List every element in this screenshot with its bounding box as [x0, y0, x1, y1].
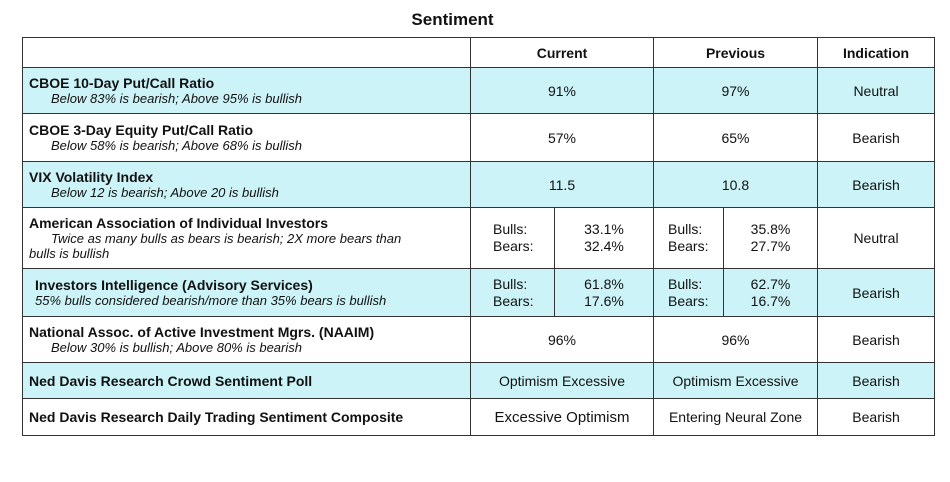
indicator-desc: Below 12 is bearish; Above 20 is bullish [51, 185, 279, 200]
indication-value: Bearish [817, 113, 936, 162]
bears-value: 16.7% [750, 292, 791, 309]
indicator-desc: Below 83% is bearish; Above 95% is bulli… [51, 91, 302, 106]
table-row: CBOE 3-Day Equity Put/Call Ratio Below 5… [22, 113, 936, 162]
table-row: CBOE 10-Day Put/Call Ratio Below 83% is … [22, 67, 936, 114]
previous-value: 97% [652, 67, 819, 114]
table-row: Ned Davis Research Daily Trading Sentime… [22, 398, 936, 436]
current-values: 61.8% 17.6% [554, 268, 654, 317]
header-previous: Previous [652, 37, 819, 68]
bulls-value: 62.7% [750, 275, 791, 292]
header-indication: Indication [817, 37, 936, 68]
bulls-value: 35.8% [750, 221, 791, 237]
indicator-desc: Twice as many bulls as bears is bearish;… [51, 231, 402, 246]
indicator-cell: American Association of Individual Inves… [22, 207, 471, 269]
indication-value: Neutral [817, 67, 936, 114]
indicator-label: National Assoc. of Active Investment Mgr… [29, 324, 375, 340]
indicator-cell: VIX Volatility Index Below 12 is bearish… [22, 161, 471, 208]
current-values: 33.1% 32.4% [554, 207, 654, 269]
indicator-desc-cont: bulls is bullish [29, 246, 110, 261]
bulls-value: 33.1% [584, 221, 624, 237]
indication-value: Neutral [817, 207, 936, 269]
table-row: National Assoc. of Active Investment Mgr… [22, 316, 936, 363]
header-indicator [22, 37, 471, 68]
table-row: Ned Davis Research Crowd Sentiment Poll … [22, 362, 936, 399]
previous-values: 62.7% 16.7% [722, 268, 819, 317]
indicator-label: Investors Intelligence (Advisory Service… [35, 277, 313, 293]
table-row: American Association of Individual Inves… [22, 207, 936, 269]
bears-label: Bears: [668, 238, 709, 254]
bulls-value: 61.8% [584, 275, 624, 292]
previous-labels: Bulls: Bears: [653, 207, 724, 269]
previous-value: 65% [652, 113, 819, 162]
indicator-label: VIX Volatility Index [29, 169, 154, 185]
bulls-label: Bulls: [668, 275, 703, 292]
current-value: Optimism Excessive [470, 362, 654, 399]
indicator-label: Ned Davis Research Crowd Sentiment Poll [29, 372, 313, 389]
table-row: Investors Intelligence (Advisory Service… [22, 268, 936, 317]
previous-value: 96% [652, 316, 819, 363]
current-value: 96% [470, 316, 654, 363]
bears-label: Bears: [493, 238, 534, 254]
current-value: 11.5 [470, 161, 654, 208]
indicator-desc: Below 58% is bearish; Above 68% is bulli… [51, 138, 302, 153]
bears-label: Bears: [668, 292, 709, 309]
current-labels: Bulls: Bears: [470, 268, 555, 317]
indication-value: Bearish [817, 398, 936, 436]
header-current: Current [470, 37, 654, 68]
current-value: 57% [470, 113, 654, 162]
current-value: Excessive Optimism [470, 398, 654, 436]
indicator-label: CBOE 10-Day Put/Call Ratio [29, 75, 215, 91]
bulls-label: Bulls: [493, 221, 528, 237]
indicator-cell: Investors Intelligence (Advisory Service… [22, 268, 471, 317]
bears-value: 27.7% [750, 238, 791, 254]
page-title: Sentiment [411, 10, 494, 29]
indicator-cell: CBOE 10-Day Put/Call Ratio Below 83% is … [22, 67, 471, 114]
indication-value: Bearish [817, 362, 936, 399]
previous-labels: Bulls: Bears: [653, 268, 724, 317]
indicator-label: CBOE 3-Day Equity Put/Call Ratio [29, 122, 254, 138]
bulls-label: Bulls: [493, 275, 528, 292]
indicator-desc: 55% bulls considered bearish/more than 3… [35, 293, 387, 308]
indicator-cell: CBOE 3-Day Equity Put/Call Ratio Below 5… [22, 113, 471, 162]
bulls-label: Bulls: [668, 221, 703, 237]
bears-label: Bears: [493, 292, 534, 309]
current-labels: Bulls: Bears: [470, 207, 555, 269]
indicator-cell: National Assoc. of Active Investment Mgr… [22, 316, 471, 363]
previous-value: 10.8 [652, 161, 819, 208]
indicator-cell: Ned Davis Research Crowd Sentiment Poll [22, 362, 471, 399]
previous-values: 35.8% 27.7% [722, 207, 819, 269]
previous-value: Entering Neural Zone [652, 398, 819, 436]
bears-value: 32.4% [584, 238, 624, 254]
indicator-label: American Association of Individual Inves… [29, 215, 328, 231]
indicator-desc: Below 30% is bullish; Above 80% is beari… [51, 340, 302, 355]
indicator-cell: Ned Davis Research Daily Trading Sentime… [22, 398, 471, 436]
bears-value: 17.6% [584, 292, 624, 309]
indication-value: Bearish [817, 161, 936, 208]
indicator-label: Ned Davis Research Daily Trading Sentime… [29, 409, 404, 425]
indication-value: Bearish [817, 268, 936, 317]
header-row: Current Previous Indication [22, 37, 936, 68]
current-value: 91% [470, 67, 654, 114]
previous-value: Optimism Excessive [652, 362, 819, 399]
sentiment-table: Current Previous Indication CBOE 10-Day … [22, 37, 936, 436]
table-row: VIX Volatility Index Below 12 is bearish… [22, 161, 936, 208]
indication-value: Bearish [817, 316, 936, 363]
